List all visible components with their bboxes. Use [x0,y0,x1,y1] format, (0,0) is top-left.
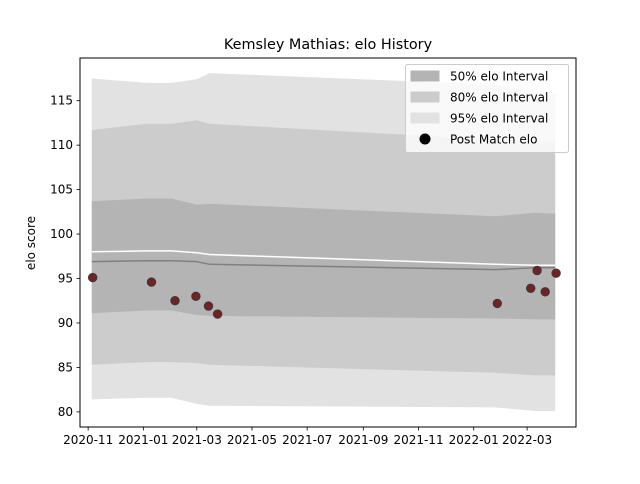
mean-line [91,250,556,266]
legend-box [405,64,569,153]
x-tick-label: 2021-01 [118,433,168,447]
data-point [212,309,223,319]
post-match-points [88,265,561,319]
y-axis: 80 85 90 95 100 105 110 115 [50,94,80,419]
legend-marker [419,133,431,145]
data-point [551,268,561,278]
y-axis-label: elo score [24,216,38,270]
data-point [170,296,180,306]
legend-swatch [410,112,440,124]
y-tick-label: 85 [58,360,73,374]
data-point [526,283,536,293]
legend-swatch [410,70,440,82]
chart-title: Kemsley Mathias: elo History [224,37,433,53]
legend-label: 95% elo Interval [450,112,548,126]
data-point [492,298,502,309]
y-tick-label: 90 [58,316,73,330]
x-tick-label: 2021-05 [227,433,277,447]
plot-frame [79,57,577,428]
y-tick-label: 115 [50,94,73,108]
legend-label: 50% elo Interval [450,70,548,84]
x-tick-label: 2021-11 [393,433,443,447]
legend-label: 80% elo Interval [450,91,548,105]
data-point [191,291,201,301]
trend-lines [91,250,556,271]
legend-swatch [410,91,440,103]
x-tick-label: 2022-01 [449,433,499,447]
data-point [203,301,214,311]
x-tick-label: 2022-03 [502,433,552,447]
y-tick-label: 95 [58,272,73,286]
data-point [88,272,98,283]
x-axis: 2020-11 2021-01 2021-03 2021-05 2021-07 2021-… [63,427,552,447]
interval-bands [91,73,556,411]
x-tick-label: 2020-11 [63,433,113,447]
data-point [146,277,157,287]
legend: 50% elo Interval 80% elo Interval 95% elo … [405,64,569,153]
median-line [91,259,556,271]
y-tick-label: 110 [50,138,73,152]
legend-label: Post Match elo [450,133,537,147]
data-point [532,265,542,276]
y-tick-label: 105 [50,183,73,197]
y-tick-label: 80 [58,405,73,419]
x-tick-label: 2021-03 [172,433,222,447]
y-tick-label: 100 [50,227,73,241]
x-tick-label: 2021-07 [282,433,332,447]
data-point [540,287,550,297]
x-tick-label: 2021-09 [338,433,388,447]
